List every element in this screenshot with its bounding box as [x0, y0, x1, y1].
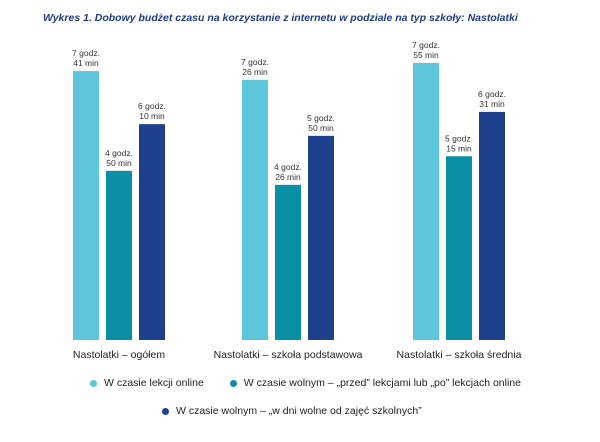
data-label: 31 min [479, 99, 505, 109]
data-label: 26 min [242, 67, 268, 77]
bar [413, 62, 439, 341]
legend-row-1: W czasie lekcji online W czasie wolnym –… [90, 377, 547, 389]
data-label: 41 min [73, 58, 99, 68]
category-label: Nastolatki – ogółem [73, 349, 165, 361]
data-label: 7 godz. [241, 57, 269, 67]
bar [308, 135, 334, 340]
data-label: 26 min [275, 172, 301, 182]
legend-item-dni-wolne: W czasie wolnym – „w dni wolne od zajęć … [162, 405, 422, 417]
data-label: 7 godz. [412, 40, 440, 50]
legend-label: W czasie wolnym – „przed” lekcjami lub „… [243, 377, 521, 389]
bar [106, 170, 132, 340]
data-label: 15 min [446, 143, 472, 153]
data-label: 50 min [308, 123, 334, 133]
data-label: 6 godz. [478, 89, 506, 99]
data-label: 4 godz. [274, 162, 302, 172]
data-label: 10 min [139, 111, 165, 121]
data-label: 7 godz. [72, 48, 100, 58]
data-label: 50 min [106, 158, 132, 168]
category-label: Nastolatki – szkoła podstawowa [214, 349, 363, 361]
bar [139, 124, 165, 341]
bar [479, 111, 505, 341]
data-label: 55 min [413, 50, 439, 60]
bar [73, 71, 99, 340]
legend-swatch [229, 379, 237, 387]
legend-label: W czasie wolnym – „w dni wolne od zajęć … [176, 405, 422, 417]
legend-swatch [90, 379, 97, 387]
legend-swatch [162, 407, 169, 415]
data-label: 5 godz. [307, 113, 335, 123]
bar [275, 184, 301, 340]
data-label: 6 godz. [138, 101, 166, 111]
bar [446, 156, 472, 340]
legend-label: W czasie lekcji online [104, 377, 204, 389]
data-label: 4 godz. [105, 148, 133, 158]
legend-row-2: W czasie wolnym – „w dni wolne od zajęć … [162, 405, 448, 417]
category-label: Nastolatki – szkoła średnia [397, 349, 522, 361]
bar [242, 79, 268, 340]
data-label: 5 godz. [445, 133, 473, 143]
chart-title: Wykres 1. Dobowy budżet czasu na korzyst… [43, 12, 518, 24]
legend-item-przed-po-lekcjach: W czasie wolnym – „przed” lekcjami lub „… [229, 377, 521, 389]
legend-item-lekcje-online: W czasie lekcji online [90, 377, 204, 389]
